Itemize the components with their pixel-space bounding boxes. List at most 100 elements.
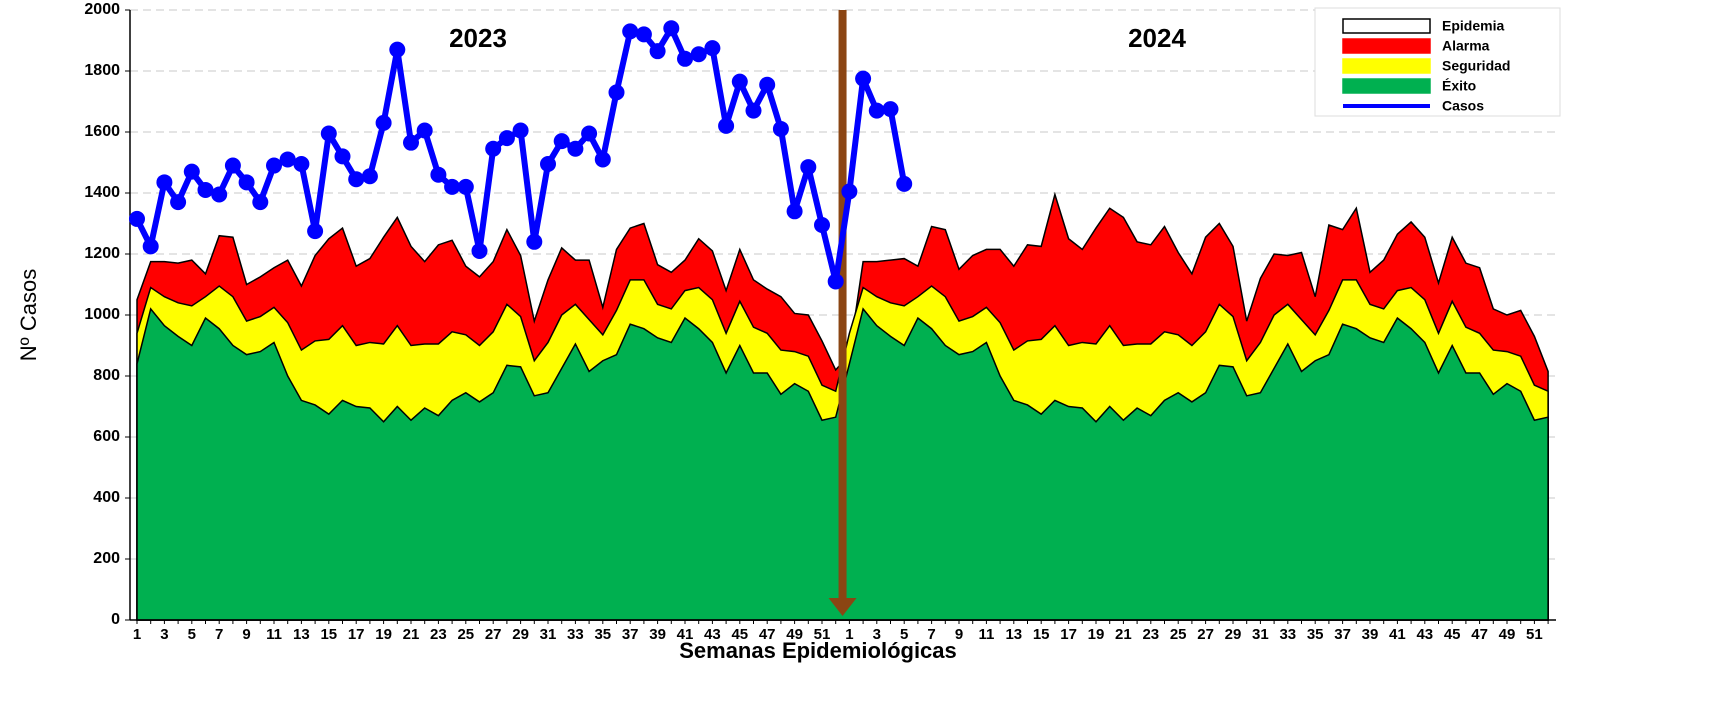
- x-tick-label: 27: [1197, 626, 1214, 643]
- x-tick-label: 49: [1499, 626, 1516, 643]
- cases-point: [553, 133, 570, 150]
- cases-point: [252, 194, 269, 211]
- cases-point: [307, 223, 324, 240]
- cases-point: [361, 168, 378, 185]
- x-tick-label: 5: [900, 626, 908, 643]
- legend-label: Casos: [1442, 98, 1484, 114]
- cases-point: [224, 157, 241, 174]
- cases-point: [279, 151, 296, 168]
- cases-point: [403, 134, 419, 151]
- cases-point: [540, 156, 556, 173]
- cases-point: [183, 163, 200, 180]
- x-tick-label: 47: [1471, 626, 1488, 643]
- x-tick-label: 15: [1033, 626, 1050, 643]
- legend: Epidemia Alarma Seguridad Éxito Casos: [1314, 7, 1561, 117]
- x-tick-label: 7: [927, 626, 935, 643]
- x-tick-label: 1: [845, 626, 853, 643]
- cases-point: [663, 20, 680, 37]
- legend-swatch: [1342, 18, 1431, 34]
- x-tick-label: 29: [512, 626, 529, 643]
- cases-point: [512, 122, 529, 139]
- cases-point: [594, 151, 611, 168]
- x-tick-label: 21: [1115, 626, 1132, 643]
- cases-point: [375, 114, 392, 131]
- x-tick-label: 17: [1060, 626, 1077, 643]
- x-tick-label: 51: [1526, 626, 1543, 643]
- x-tick-label: 3: [160, 626, 168, 643]
- cases-point: [677, 50, 693, 67]
- x-tick-label: 3: [873, 626, 881, 643]
- x-tick-label: 29: [1225, 626, 1242, 643]
- x-tick-label: 19: [375, 626, 392, 643]
- cases-line: [134, 25, 908, 285]
- cases-point: [896, 175, 913, 192]
- x-tick-label: 17: [348, 626, 365, 643]
- y-tick-label: 600: [93, 428, 120, 445]
- cases-point: [320, 125, 337, 142]
- x-tick-label: 11: [266, 626, 282, 643]
- cases-point: [745, 102, 762, 119]
- cases-point: [704, 40, 721, 57]
- cases-point: [855, 70, 872, 87]
- legend-label: Seguridad: [1442, 58, 1510, 74]
- cases-point: [238, 174, 255, 191]
- cases-point: [718, 117, 735, 134]
- x-tick-label: 39: [649, 626, 666, 643]
- year-divider-head: [828, 598, 857, 616]
- x-tick-label: 33: [1279, 626, 1296, 643]
- x-tick-label: 11: [978, 626, 994, 643]
- y-tick-label: 1800: [84, 62, 120, 79]
- cases-point: [266, 157, 282, 174]
- x-tick-label: 5: [188, 626, 196, 643]
- plot-area: [125, 9, 1556, 624]
- y-tick-label: 800: [93, 367, 120, 384]
- legend-label: Epidemia: [1442, 18, 1504, 34]
- x-tick-label: 47: [759, 626, 776, 643]
- x-axis-title: Semanas Epidemiológicas: [679, 638, 957, 663]
- x-tick-label: 41: [677, 626, 694, 643]
- cases-point: [457, 178, 474, 195]
- cases-point: [348, 171, 365, 188]
- legend-swatch: [1342, 58, 1431, 74]
- legend-swatch: [1342, 78, 1431, 94]
- cases-point: [129, 210, 145, 227]
- cases-point: [868, 102, 885, 119]
- x-tick-label: 33: [567, 626, 584, 643]
- cases-point: [731, 73, 748, 90]
- x-tick-label: 15: [320, 626, 337, 643]
- x-tick-label: 27: [485, 626, 502, 643]
- cases-point: [170, 194, 187, 211]
- x-tick-label: 9: [242, 626, 250, 643]
- cases-point: [690, 46, 707, 63]
- x-tick-label: 1: [133, 626, 141, 643]
- cases-point: [622, 23, 639, 40]
- cases-point: [635, 26, 652, 43]
- cases-point: [293, 156, 310, 173]
- legend-label: Alarma: [1442, 38, 1490, 54]
- y-tick-label: 400: [93, 489, 120, 506]
- cases-point: [526, 233, 543, 250]
- x-tick-label: 21: [403, 626, 420, 643]
- x-tick-label: 31: [540, 626, 557, 643]
- cases-point: [608, 84, 625, 101]
- cases-point: [142, 238, 159, 255]
- cases-point: [649, 43, 666, 60]
- cases-point: [841, 183, 858, 200]
- x-tick-label: 13: [293, 626, 310, 643]
- cases-point: [430, 166, 447, 183]
- x-tick-label: 9: [955, 626, 963, 643]
- cases-point: [800, 159, 817, 176]
- cases-point: [786, 203, 803, 220]
- x-tick-label: 7: [215, 626, 223, 643]
- y-tick-label: 2000: [84, 1, 120, 18]
- x-tick-label: 45: [1444, 626, 1461, 643]
- x-tick-label: 25: [1170, 626, 1187, 643]
- cases-point: [197, 181, 214, 198]
- y-tick-label: 200: [93, 550, 120, 567]
- x-tick-label: 43: [1416, 626, 1433, 643]
- legend-swatch: [1342, 38, 1431, 54]
- cases-point: [567, 140, 584, 157]
- x-tick-label: 39: [1362, 626, 1379, 643]
